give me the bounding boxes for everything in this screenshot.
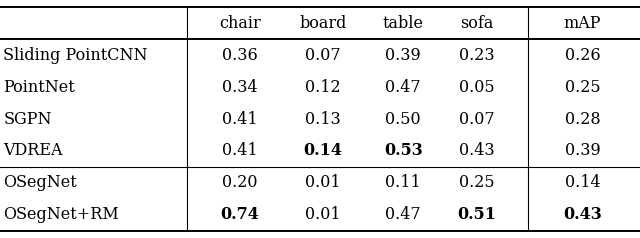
Text: 0.13: 0.13: [305, 110, 341, 128]
Text: 0.74: 0.74: [221, 206, 259, 223]
Text: 0.43: 0.43: [563, 206, 602, 223]
Text: 0.01: 0.01: [305, 174, 341, 191]
Text: 0.53: 0.53: [384, 143, 422, 159]
Text: OSegNet: OSegNet: [3, 174, 77, 191]
Text: 0.28: 0.28: [564, 110, 600, 128]
Text: 0.36: 0.36: [222, 47, 258, 64]
Text: 0.50: 0.50: [385, 110, 421, 128]
Text: 0.25: 0.25: [564, 79, 600, 95]
Text: 0.05: 0.05: [459, 79, 495, 95]
Text: Sliding PointCNN: Sliding PointCNN: [3, 47, 148, 64]
Text: 0.41: 0.41: [222, 143, 258, 159]
Text: 0.26: 0.26: [564, 47, 600, 64]
Text: SGPN: SGPN: [3, 110, 52, 128]
Text: 0.12: 0.12: [305, 79, 341, 95]
Text: 0.51: 0.51: [458, 206, 496, 223]
Text: 0.23: 0.23: [459, 47, 495, 64]
Text: 0.39: 0.39: [564, 143, 600, 159]
Text: 0.14: 0.14: [564, 174, 600, 191]
Text: mAP: mAP: [564, 15, 601, 32]
Text: 0.47: 0.47: [385, 206, 421, 223]
Text: 0.47: 0.47: [385, 79, 421, 95]
Text: 0.01: 0.01: [305, 206, 341, 223]
Text: 0.34: 0.34: [222, 79, 258, 95]
Text: 0.11: 0.11: [385, 174, 421, 191]
Text: 0.43: 0.43: [459, 143, 495, 159]
Text: 0.20: 0.20: [222, 174, 258, 191]
Text: table: table: [383, 15, 424, 32]
Text: board: board: [300, 15, 347, 32]
Text: 0.25: 0.25: [459, 174, 495, 191]
Text: 0.41: 0.41: [222, 110, 258, 128]
Text: 0.07: 0.07: [305, 47, 341, 64]
Text: OSegNet+RM: OSegNet+RM: [3, 206, 119, 223]
Text: 0.07: 0.07: [459, 110, 495, 128]
Text: sofa: sofa: [460, 15, 493, 32]
Text: 0.14: 0.14: [304, 143, 342, 159]
Text: chair: chair: [219, 15, 261, 32]
Text: VDREA: VDREA: [3, 143, 63, 159]
Text: 0.39: 0.39: [385, 47, 421, 64]
Text: PointNet: PointNet: [3, 79, 75, 95]
